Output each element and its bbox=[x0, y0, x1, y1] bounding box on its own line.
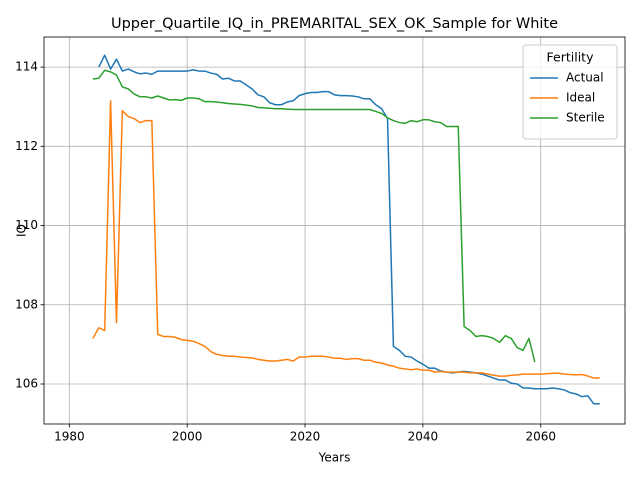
legend-title: Fertility bbox=[547, 50, 595, 65]
line-series bbox=[98, 54, 600, 405]
x-axis-label: Years bbox=[318, 451, 351, 465]
line-series bbox=[92, 100, 600, 379]
x-tick-label: 2060 bbox=[525, 430, 556, 444]
chart-title: Upper_Quartile_IQ_in_PREMARITAL_SEX_OK_S… bbox=[111, 16, 558, 32]
plot-frame bbox=[43, 36, 626, 425]
y-tick-label: 112 bbox=[15, 139, 38, 153]
y-tick-label: 108 bbox=[15, 297, 38, 311]
legend-label: Actual bbox=[566, 71, 604, 85]
x-tick-label: 2020 bbox=[290, 430, 321, 444]
y-axis-label: IQ bbox=[15, 224, 29, 237]
legend-label: Sterile bbox=[566, 111, 605, 125]
legend-box bbox=[522, 44, 618, 140]
legend-label: Ideal bbox=[566, 91, 595, 105]
x-tick-label: 1980 bbox=[54, 430, 85, 444]
y-tick-label: 106 bbox=[15, 376, 38, 390]
line-series bbox=[92, 69, 536, 363]
x-tick-label: 2000 bbox=[172, 430, 203, 444]
y-tick-label: 114 bbox=[15, 60, 38, 74]
y-tick-label: 110 bbox=[15, 218, 38, 232]
x-tick-label: 2040 bbox=[408, 430, 439, 444]
